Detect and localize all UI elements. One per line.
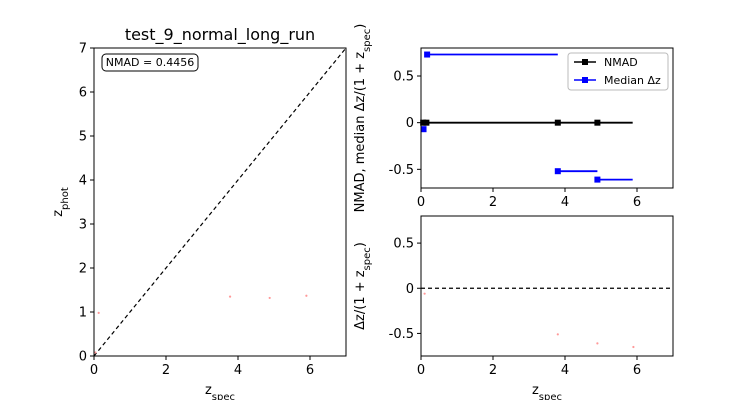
y-tick-label: 6 — [79, 86, 87, 101]
legend-nmad-marker — [582, 59, 588, 65]
x-tick-label: 0 — [417, 363, 425, 378]
median-marker — [424, 51, 431, 58]
y-tick-label: 0 — [406, 116, 414, 131]
scatter-point — [423, 292, 426, 295]
nmad-marker — [420, 119, 427, 126]
chart-title: test_9_normal_long_run — [125, 25, 315, 45]
top-right-y-axis-label: NMAD, median Δz/(1 + zspec) — [353, 24, 373, 213]
x-tick-label: 6 — [306, 363, 314, 378]
legend-nmad-label: NMAD — [604, 56, 638, 69]
x-tick-label: 0 — [90, 363, 98, 378]
nmad-annotation-box — [101, 53, 199, 72]
median-marker — [554, 168, 561, 175]
y-tick-label: 0.5 — [393, 70, 414, 85]
scatter-point — [596, 342, 599, 345]
legend: NMAD Median Δz — [567, 52, 669, 91]
y-tick-label: 2 — [79, 262, 87, 277]
scatter-point — [268, 296, 271, 300]
scatter-point — [632, 345, 635, 349]
nmad-marker — [554, 119, 561, 126]
nmad-marker — [423, 119, 430, 126]
x-tick-label: 2 — [489, 363, 497, 378]
one-to-one-reference-line — [93, 47, 347, 357]
x-tick-label: 4 — [234, 363, 242, 378]
y-tick-label: 0 — [79, 350, 87, 365]
main-plot-frame — [93, 47, 347, 357]
median-marker — [594, 176, 601, 183]
bottom-right-plot-frame — [420, 215, 674, 357]
x-tick-label: 4 — [561, 363, 569, 378]
nmad-annotation-text: NMAD = 0.4456 — [106, 56, 194, 69]
y-tick-label: 1 — [79, 306, 87, 321]
y-tick-label: -0.5 — [389, 163, 414, 178]
nmad-annotation: NMAD = 0.4456 — [101, 53, 199, 72]
y-tick-label: 7 — [79, 42, 87, 57]
y-tick-label: 5 — [79, 130, 87, 145]
scatter-point — [556, 333, 559, 336]
top-right-plot-frame — [420, 47, 674, 189]
nmad-median-panel: 0 2 4 6 -0.5 0 0.5 NMAD, median Δz/(1 + zspec)… — [353, 24, 674, 213]
nmad-marker — [594, 119, 601, 126]
scatter-point — [97, 311, 100, 314]
scatter-point — [94, 351, 97, 354]
x-tick-label: 2 — [162, 363, 170, 378]
x-tick-label: 2 — [489, 195, 497, 210]
legend-median-marker — [582, 77, 588, 83]
main-scatter-panel: test_9_normal_long_run 0 2 4 6 0 1 2 3 4 5 6 7 NMAD… — [51, 25, 347, 400]
scatter-point — [305, 294, 308, 297]
scatter-point — [228, 295, 232, 298]
y-tick-label: 4 — [79, 174, 87, 189]
x-tick-label: 4 — [561, 195, 569, 210]
x-tick-label: 6 — [633, 363, 641, 378]
y-tick-label: 0.5 — [393, 237, 414, 252]
median-marker — [420, 126, 427, 133]
x-tick-label: 6 — [633, 195, 641, 210]
y-tick-label: -0.5 — [389, 327, 414, 342]
y-tick-label: 3 — [79, 218, 87, 233]
y-tick-label: 0 — [406, 282, 414, 297]
x-tick-label: 0 — [417, 195, 425, 210]
legend-median-label: Median Δz — [604, 74, 661, 87]
